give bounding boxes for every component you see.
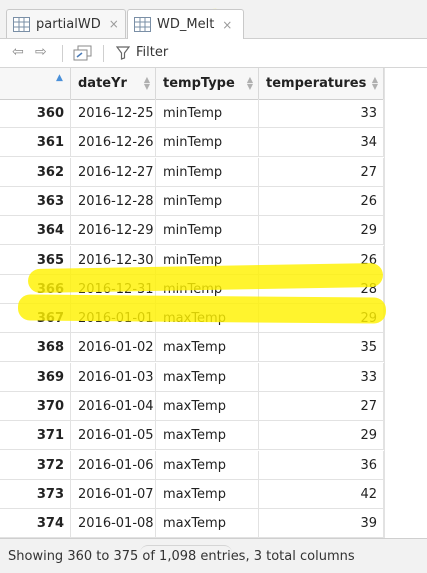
cell-temptype: maxTemp <box>156 362 259 392</box>
toolbar: ⇦ ⇨ Filter <box>0 39 427 68</box>
cell-temperatures: 35 <box>259 333 384 363</box>
cell-dateyr: 2016-01-03 <box>71 362 156 392</box>
cell-dateyr: 2016-01-02 <box>71 333 156 363</box>
toolbar-divider <box>62 45 63 62</box>
row-index: 365 <box>0 245 71 275</box>
cell-temperatures: 36 <box>259 450 384 480</box>
row-index: 362 <box>0 157 71 187</box>
table-icon <box>134 17 151 32</box>
cell-temptype: maxTemp <box>156 450 259 480</box>
tab-label: partialWD <box>36 16 101 32</box>
row-index: 370 <box>0 392 71 421</box>
table-icon <box>13 16 30 32</box>
table-row[interactable]: 372 2016-01-06 maxTemp 36 <box>0 450 384 480</box>
column-header-dateyr[interactable]: dateYr ▲ ▼ <box>71 68 156 99</box>
cell-temptype: maxTemp <box>156 392 259 421</box>
back-arrow-icon[interactable]: ⇦ <box>12 44 24 60</box>
cell-temptype: maxTemp <box>156 509 259 538</box>
cell-dateyr: 2016-01-06 <box>71 450 156 480</box>
cell-dateyr: 2016-12-25 <box>71 99 156 128</box>
cell-temperatures: 27 <box>259 392 384 421</box>
cell-temperatures: 33 <box>259 99 384 128</box>
close-icon[interactable]: × <box>108 17 119 31</box>
row-index: 373 <box>0 479 71 509</box>
cell-temperatures: 39 <box>259 509 384 538</box>
table-row[interactable]: 373 2016-01-07 maxTemp 42 <box>0 479 384 509</box>
row-index: 364 <box>0 216 71 246</box>
row-index: 368 <box>0 333 71 363</box>
cell-temperatures: 27 <box>259 157 384 187</box>
row-index: 363 <box>0 186 71 216</box>
table-row[interactable]: 368 2016-01-02 maxTemp 35 <box>0 333 384 363</box>
popout-window-icon[interactable] <box>73 45 93 61</box>
row-index: 361 <box>0 128 71 158</box>
tab-bar: partialWD × WD_Melt × <box>0 0 427 39</box>
cell-dateyr: 2016-12-29 <box>71 216 156 246</box>
cell-dateyr: 2016-01-07 <box>71 479 156 509</box>
toolbar-divider <box>103 45 104 62</box>
tab-label: WD_Melt <box>157 17 215 32</box>
row-highlight <box>17 294 387 324</box>
table-row[interactable]: 364 2016-12-29 minTemp 29 <box>0 216 384 246</box>
data-table: ▲ dateYr ▲ ▼ tempType ▲ ▼ temperatures ▲ ▼ … <box>0 68 427 538</box>
row-index: 360 <box>0 99 71 128</box>
cell-temptype: minTemp <box>156 245 259 275</box>
cell-dateyr: 2016-01-05 <box>71 421 156 451</box>
cell-temptype: minTemp <box>156 157 259 187</box>
tab-wd-melt[interactable]: WD_Melt × <box>127 9 244 39</box>
cell-dateyr: 2016-12-27 <box>71 157 156 187</box>
sort-arrows-icon: ▲ ▼ <box>143 75 150 91</box>
table-row[interactable]: 371 2016-01-05 maxTemp 29 <box>0 421 384 451</box>
cell-temperatures: 42 <box>259 479 384 509</box>
table-empty-area <box>384 68 427 538</box>
cell-dateyr: 2016-01-04 <box>71 392 156 421</box>
tab-partialwd[interactable]: partialWD × <box>6 9 126 38</box>
status-text: Showing 360 to 375 of 1,098 entries, 3 t… <box>8 548 355 564</box>
cell-temptype: minTemp <box>156 99 259 128</box>
cell-temptype: minTemp <box>156 216 259 246</box>
cell-temptype: minTemp <box>156 128 259 158</box>
cell-temptype: maxTemp <box>156 479 259 509</box>
sort-arrows-icon: ▲ ▼ <box>246 75 253 91</box>
filter-button-label[interactable]: Filter <box>136 45 169 60</box>
table-row[interactable]: 370 2016-01-04 maxTemp 27 <box>0 392 384 421</box>
cell-temperatures: 29 <box>259 216 384 246</box>
cell-temperatures: 34 <box>259 128 384 158</box>
filter-icon[interactable] <box>116 46 130 60</box>
cell-dateyr: 2016-12-26 <box>71 128 156 158</box>
cell-dateyr: 2016-12-28 <box>71 186 156 216</box>
cell-temptype: maxTemp <box>156 421 259 451</box>
cell-temperatures: 33 <box>259 362 384 392</box>
cell-temperatures: 26 <box>259 186 384 216</box>
table-header: ▲ dateYr ▲ ▼ tempType ▲ ▼ temperatures ▲ ▼ <box>0 68 384 100</box>
sort-indicator-icon: ▲ <box>56 73 63 83</box>
cell-dateyr: 2016-01-08 <box>71 509 156 538</box>
cell-temperatures: 29 <box>259 421 384 451</box>
forward-arrow-icon[interactable]: ⇨ <box>35 44 47 60</box>
row-index: 371 <box>0 421 71 451</box>
column-header-temperatures[interactable]: temperatures ▲ ▼ <box>259 68 384 99</box>
row-index: 372 <box>0 450 71 480</box>
table-row[interactable]: 362 2016-12-27 minTemp 27 <box>0 157 384 187</box>
cell-temptype: minTemp <box>156 186 259 216</box>
table-row[interactable]: 361 2016-12-26 minTemp 34 <box>0 128 384 158</box>
row-index: 374 <box>0 509 71 538</box>
table-row[interactable]: 374 2016-01-08 maxTemp 39 <box>0 509 384 538</box>
table-row[interactable]: 369 2016-01-03 maxTemp 33 <box>0 362 384 392</box>
sort-arrows-icon: ▲ ▼ <box>371 75 378 91</box>
column-header-temptype[interactable]: tempType ▲ ▼ <box>156 68 259 99</box>
status-highlight <box>140 545 232 565</box>
cell-temptype: maxTemp <box>156 333 259 363</box>
table-row[interactable]: 360 2016-12-25 minTemp 33 <box>0 99 384 128</box>
column-header-index[interactable]: ▲ <box>0 68 71 99</box>
table-row[interactable]: 363 2016-12-28 minTemp 26 <box>0 186 384 216</box>
status-bar: Showing 360 to 375 of 1,098 entries, 3 t… <box>0 538 427 573</box>
cell-dateyr: 2016-12-30 <box>71 245 156 275</box>
close-icon[interactable]: × <box>222 17 233 32</box>
row-index: 369 <box>0 362 71 392</box>
